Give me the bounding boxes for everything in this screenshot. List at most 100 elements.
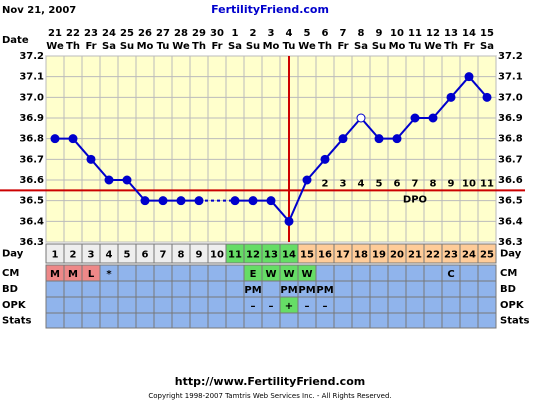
stats-cell xyxy=(171,312,191,329)
weekday-label: Mo xyxy=(263,41,280,52)
y-tick-label: 37.2 xyxy=(498,51,523,62)
y-tick-label: 37.0 xyxy=(498,92,523,103)
bd-cell xyxy=(405,280,425,298)
y-tick-label: 37.1 xyxy=(498,72,523,83)
weekday-label: We xyxy=(424,41,442,52)
y-tick-label: 36.3 xyxy=(19,237,44,248)
bd-cell xyxy=(99,280,119,298)
opk-cell xyxy=(441,296,461,314)
weekday-label: Mo xyxy=(389,41,406,52)
row-label: Day xyxy=(2,249,24,260)
temperature-point xyxy=(176,196,186,206)
stats-cell xyxy=(279,312,299,329)
weekday-label: Tu xyxy=(157,41,170,52)
day-text: 3 xyxy=(88,250,95,261)
temperature-point xyxy=(230,196,240,206)
bd-cell xyxy=(441,280,461,298)
dpo-label: 10 xyxy=(462,178,476,189)
y-tick-label: 36.8 xyxy=(19,134,44,145)
bd-cell xyxy=(351,280,371,298)
temperature-point xyxy=(482,92,492,102)
day-text: 20 xyxy=(390,250,404,261)
weekday-label: Su xyxy=(246,41,260,52)
day-text: 10 xyxy=(210,250,224,261)
date-label: 27 xyxy=(156,28,170,39)
stats-cell xyxy=(99,312,119,329)
opk-text: – xyxy=(323,301,328,312)
date-label: 14 xyxy=(462,28,476,39)
cm-text: L xyxy=(88,269,95,280)
dpo-label: 5 xyxy=(376,178,383,189)
row-label: Day xyxy=(500,249,522,260)
opk-cell xyxy=(99,296,119,314)
date-label: 4 xyxy=(286,28,293,39)
date-label: 15 xyxy=(480,28,494,39)
bd-text: PM xyxy=(316,285,333,296)
day-text: 21 xyxy=(408,250,422,261)
cm-cell xyxy=(207,264,227,282)
stats-cell xyxy=(459,312,479,329)
bd-cell xyxy=(207,280,227,298)
date-label: 26 xyxy=(138,28,152,39)
row-label: Stats xyxy=(500,316,530,327)
y-tick-label: 36.7 xyxy=(498,154,523,165)
opk-text: – xyxy=(305,301,310,312)
stats-cell xyxy=(387,312,407,329)
temperature-point xyxy=(50,134,60,144)
stats-cell xyxy=(135,312,155,329)
cm-cell xyxy=(369,264,389,282)
weekday-label: We xyxy=(46,41,64,52)
temperature-point xyxy=(428,113,438,123)
stats-cell xyxy=(405,312,425,329)
date-label: 21 xyxy=(48,28,62,39)
temperature-point xyxy=(68,134,78,144)
cm-cell xyxy=(189,264,209,282)
date-label: 8 xyxy=(358,28,365,39)
opk-cell xyxy=(117,296,137,314)
stats-cell xyxy=(45,312,65,329)
day-text: 15 xyxy=(300,250,314,261)
bd-cell xyxy=(45,280,65,298)
weekday-label: Th xyxy=(66,41,80,52)
bd-cell xyxy=(63,280,83,298)
day-text: 18 xyxy=(354,250,368,261)
y-tick-label: 36.7 xyxy=(19,154,44,165)
cm-cell xyxy=(333,264,353,282)
date-label: 25 xyxy=(120,28,134,39)
bd-cell xyxy=(81,280,101,298)
row-label: BD xyxy=(2,284,18,295)
stats-cell xyxy=(297,312,317,329)
cm-cell xyxy=(423,264,443,282)
date-label: 9 xyxy=(376,28,383,39)
temperature-point xyxy=(140,196,150,206)
cm-cell xyxy=(315,264,335,282)
cm-text: C xyxy=(447,269,454,280)
cm-cell xyxy=(171,264,191,282)
chart-title: FertilityFriend.com xyxy=(211,3,329,16)
weekday-label: Sa xyxy=(354,41,368,52)
temperature-point xyxy=(374,134,384,144)
date-label: 7 xyxy=(340,28,347,39)
y-tick-label: 36.3 xyxy=(498,237,523,248)
weekday-label: We xyxy=(298,41,316,52)
stats-cell xyxy=(243,312,263,329)
date-label: 13 xyxy=(444,28,458,39)
dpo-label: 2 xyxy=(322,178,329,189)
cm-text: M xyxy=(68,269,78,280)
row-label: OPK xyxy=(500,300,525,311)
cm-cell xyxy=(459,264,479,282)
opk-text: – xyxy=(269,301,274,312)
stats-cell xyxy=(153,312,173,329)
cm-cell xyxy=(153,264,173,282)
bd-cell xyxy=(423,280,443,298)
cm-text: * xyxy=(106,269,112,280)
weekday-label: Sa xyxy=(480,41,494,52)
bd-text: PM xyxy=(244,285,261,296)
day-text: 19 xyxy=(372,250,386,261)
weekday-label: Tu xyxy=(409,41,422,52)
cm-text: M xyxy=(50,269,60,280)
opk-cell xyxy=(387,296,407,314)
day-text: 8 xyxy=(178,250,185,261)
y-tick-label: 37.0 xyxy=(19,92,44,103)
row-label: BD xyxy=(500,284,516,295)
